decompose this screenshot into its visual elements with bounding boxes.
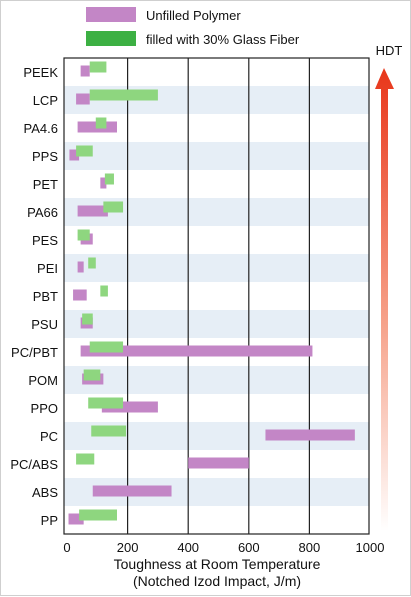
bar-unfilled bbox=[69, 149, 80, 161]
x-tick-label: 200 bbox=[117, 540, 139, 555]
x-tick-label: 600 bbox=[238, 540, 260, 555]
row-stripe bbox=[64, 366, 369, 394]
bar-unfilled bbox=[188, 457, 249, 469]
hdt-arrow-shape bbox=[375, 68, 394, 531]
bar-glass-fiber bbox=[91, 425, 127, 437]
category-label: POM bbox=[28, 373, 58, 388]
bar-glass-fiber bbox=[79, 509, 117, 521]
legend-label-glass-fiber: filled with 30% Glass Fiber bbox=[146, 32, 300, 47]
x-axis-subtitle: (Notched Izod Impact, J/m) bbox=[133, 573, 301, 589]
bar-unfilled bbox=[73, 289, 87, 301]
category-label: PP bbox=[41, 513, 58, 528]
bar-unfilled bbox=[101, 401, 158, 413]
bar-glass-fiber bbox=[89, 61, 107, 73]
category-label: PA66 bbox=[27, 205, 58, 220]
category-label: PSU bbox=[31, 317, 58, 332]
bar-glass-fiber bbox=[103, 201, 124, 213]
bar-unfilled bbox=[92, 485, 172, 497]
category-label: PES bbox=[32, 233, 58, 248]
bar-unfilled bbox=[80, 65, 90, 77]
bar-glass-fiber bbox=[83, 369, 101, 381]
bar-glass-fiber bbox=[89, 89, 158, 101]
bar-unfilled bbox=[76, 93, 90, 105]
bar-glass-fiber bbox=[76, 453, 95, 465]
category-label: LCP bbox=[33, 93, 58, 108]
legend-swatch-unfilled bbox=[86, 7, 136, 22]
bar-unfilled bbox=[77, 205, 108, 217]
legend-label-unfilled: Unfilled Polymer bbox=[146, 8, 241, 23]
x-axis-title: Toughness at Room Temperature bbox=[114, 556, 321, 572]
category-label: PC/ABS bbox=[10, 457, 58, 472]
plot-border bbox=[63, 57, 370, 535]
bar-glass-fiber bbox=[95, 117, 107, 129]
bar-glass-fiber bbox=[100, 285, 108, 297]
bar-unfilled bbox=[80, 345, 313, 357]
bar-glass-fiber bbox=[88, 257, 96, 269]
x-tick-label: 400 bbox=[177, 540, 199, 555]
bar-unfilled bbox=[77, 261, 84, 273]
row-stripe bbox=[64, 310, 369, 338]
category-label: PEI bbox=[37, 261, 58, 276]
bar-glass-fiber bbox=[89, 341, 124, 353]
category-label: PBT bbox=[33, 289, 58, 304]
legend: Unfilled Polymer filled with 30% Glass F… bbox=[86, 7, 300, 47]
bar-unfilled bbox=[100, 177, 107, 189]
category-label: PEEK bbox=[23, 65, 58, 80]
bar-glass-fiber bbox=[76, 145, 93, 157]
plot-area: PEEK LCP PA4.6 PPS PET PA66 PES PEI PBT PSU PC/PBT… bbox=[10, 57, 385, 555]
bar-unfilled bbox=[265, 429, 355, 441]
bar-glass-fiber bbox=[88, 397, 124, 409]
category-label: PPS bbox=[32, 149, 58, 164]
row-stripe bbox=[64, 142, 369, 170]
category-label: PC/PBT bbox=[11, 345, 58, 360]
category-label: ABS bbox=[32, 485, 58, 500]
hdt-arrow: HDT bbox=[375, 43, 402, 531]
row-stripe bbox=[64, 254, 369, 282]
bar-unfilled bbox=[68, 513, 84, 525]
category-label: PPO bbox=[31, 401, 58, 416]
category-label: PET bbox=[33, 177, 58, 192]
category-label: PC bbox=[40, 429, 58, 444]
x-tick-label: 1000 bbox=[356, 540, 385, 555]
x-tick-label: 800 bbox=[299, 540, 321, 555]
category-label: PA4.6 bbox=[24, 121, 58, 136]
legend-swatch-glass-fiber bbox=[86, 31, 136, 46]
bar-glass-fiber bbox=[77, 229, 90, 241]
x-tick-label: 0 bbox=[63, 540, 70, 555]
bar-glass-fiber bbox=[104, 173, 114, 185]
bar-glass-fiber bbox=[82, 313, 93, 325]
hdt-label: HDT bbox=[376, 43, 403, 58]
